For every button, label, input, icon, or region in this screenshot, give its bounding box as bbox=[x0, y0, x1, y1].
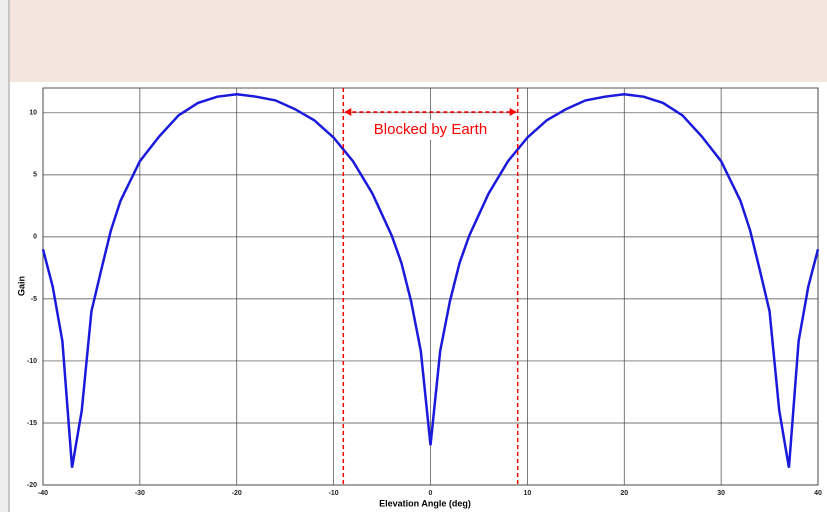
x-tick-label: -30 bbox=[135, 490, 145, 497]
y-tick-label: 0 bbox=[33, 234, 37, 241]
header-backdrop bbox=[10, 0, 827, 82]
side-panel bbox=[0, 0, 9, 512]
y-tick-label: -15 bbox=[27, 420, 37, 427]
arrow-head bbox=[344, 108, 352, 116]
annotation-backdrop bbox=[358, 120, 503, 140]
x-tick-label: 20 bbox=[620, 490, 628, 497]
y-tick-label: -10 bbox=[27, 358, 37, 365]
x-tick-label: 0 bbox=[429, 490, 433, 497]
y-tick-label: 10 bbox=[29, 110, 37, 117]
x-tick-label: 40 bbox=[814, 490, 822, 497]
gain-line bbox=[41, 92, 820, 468]
y-tick-label: 5 bbox=[33, 172, 37, 179]
x-tick-label: -40 bbox=[38, 490, 48, 497]
x-axis-label: Elevation Angle (deg) bbox=[379, 498, 471, 508]
x-tick-label: -10 bbox=[329, 490, 339, 497]
x-tick-label: -20 bbox=[232, 490, 242, 497]
y-tick-label: -20 bbox=[27, 482, 37, 489]
x-tick-label: 10 bbox=[523, 490, 531, 497]
y-tick-label: -5 bbox=[31, 296, 37, 303]
x-tick-label: 30 bbox=[717, 490, 725, 497]
arrow-head bbox=[509, 108, 517, 116]
y-axis-label: Gain bbox=[16, 276, 26, 296]
annotation: Blocked by Earth bbox=[374, 121, 487, 138]
